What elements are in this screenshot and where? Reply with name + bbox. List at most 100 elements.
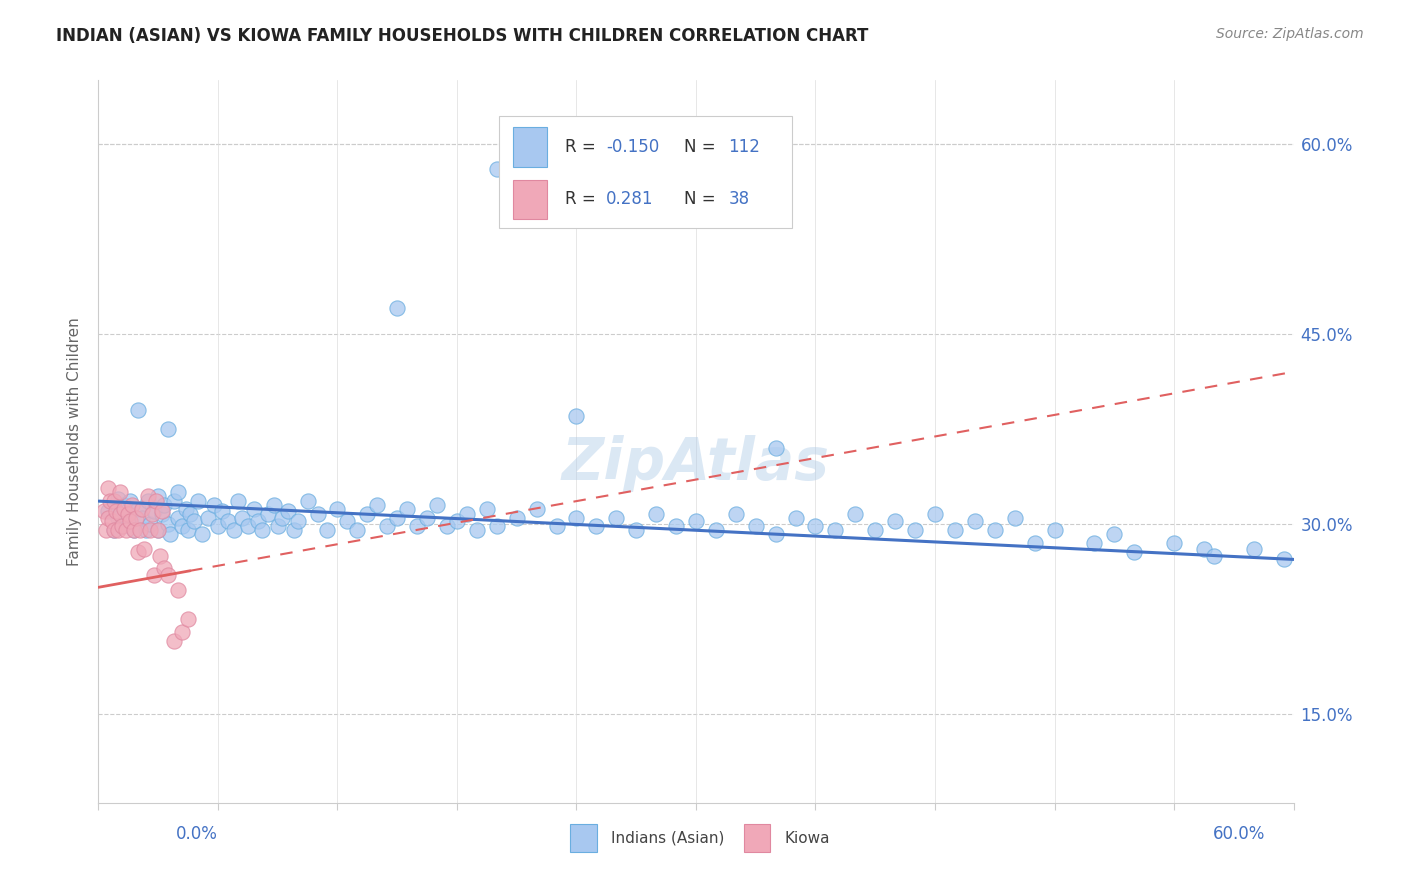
Point: [465, 523, 488, 537]
Point: [153, 561, 176, 575]
Text: ZipAtlas: ZipAtlas: [562, 434, 830, 491]
Text: Source: ZipAtlas.com: Source: ZipAtlas.com: [1216, 27, 1364, 41]
Point: [406, 519, 429, 533]
Point: [1202, 549, 1225, 563]
Point: [924, 507, 946, 521]
Point: [163, 633, 186, 648]
Point: [844, 507, 866, 521]
Point: [217, 515, 239, 529]
Point: [101, 515, 124, 529]
Point: [103, 523, 125, 537]
Point: [177, 523, 200, 537]
Text: 0.281: 0.281: [606, 190, 654, 208]
Point: [136, 489, 159, 503]
Point: [426, 498, 449, 512]
Point: [131, 510, 153, 524]
Point: [107, 491, 129, 506]
Point: [157, 567, 180, 582]
Point: [167, 510, 190, 524]
Point: [148, 523, 170, 537]
Point: [127, 402, 149, 417]
Point: [565, 409, 588, 424]
Point: [375, 519, 398, 533]
Point: [326, 501, 349, 516]
Point: [804, 519, 827, 533]
Point: [1163, 536, 1185, 550]
Point: [307, 507, 329, 521]
Point: [585, 519, 607, 533]
Y-axis label: Family Households with Children: Family Households with Children: [67, 318, 83, 566]
Point: [129, 523, 152, 537]
Point: [246, 515, 269, 529]
Point: [645, 507, 668, 521]
Point: [124, 523, 146, 537]
Point: [127, 545, 149, 559]
Bar: [744, 824, 770, 852]
Point: [110, 485, 132, 500]
Point: [385, 301, 409, 316]
Point: [143, 567, 166, 582]
Point: [1004, 510, 1026, 524]
Point: [127, 501, 149, 516]
Point: [107, 510, 129, 524]
Point: [167, 582, 190, 597]
Point: [765, 441, 787, 455]
Text: Indians (Asian): Indians (Asian): [612, 830, 724, 846]
Point: [904, 523, 927, 537]
Point: [97, 504, 120, 518]
Point: [124, 523, 146, 537]
Point: [943, 523, 966, 537]
Point: [121, 498, 143, 512]
Point: [172, 624, 194, 639]
Point: [565, 510, 588, 524]
Point: [145, 494, 167, 508]
Text: 38: 38: [728, 190, 749, 208]
Point: [148, 523, 170, 537]
Text: R =: R =: [565, 137, 600, 155]
Point: [626, 523, 648, 537]
Point: [105, 504, 128, 518]
Point: [174, 501, 197, 516]
Point: [107, 523, 129, 537]
Point: [385, 510, 409, 524]
Point: [316, 523, 339, 537]
Point: [226, 494, 249, 508]
Text: -0.150: -0.150: [606, 137, 659, 155]
Point: [283, 523, 305, 537]
Point: [506, 510, 529, 524]
Point: [179, 507, 201, 521]
Point: [1104, 527, 1126, 541]
Point: [287, 515, 309, 529]
Text: INDIAN (ASIAN) VS KIOWA FAMILY HOUSEHOLDS WITH CHILDREN CORRELATION CHART: INDIAN (ASIAN) VS KIOWA FAMILY HOUSEHOLD…: [56, 27, 869, 45]
Point: [546, 519, 568, 533]
Point: [436, 519, 458, 533]
Point: [605, 510, 627, 524]
Point: [243, 501, 266, 516]
Bar: [513, 179, 547, 219]
Point: [704, 523, 727, 537]
Point: [526, 501, 548, 516]
Point: [270, 510, 292, 524]
Point: [396, 501, 419, 516]
Point: [139, 516, 162, 531]
Point: [157, 516, 180, 531]
Point: [231, 510, 253, 524]
Point: [485, 161, 508, 176]
Point: [1024, 536, 1046, 550]
Point: [112, 501, 135, 516]
Point: [197, 510, 219, 524]
Point: [765, 527, 787, 541]
Point: [115, 523, 138, 537]
Point: [267, 519, 290, 533]
Text: R =: R =: [565, 190, 600, 208]
Point: [446, 515, 468, 529]
Text: 0.0%: 0.0%: [176, 825, 218, 843]
Point: [177, 612, 200, 626]
Point: [143, 504, 166, 518]
Point: [96, 523, 118, 537]
Point: [150, 507, 173, 521]
Point: [745, 519, 768, 533]
Text: N =: N =: [685, 137, 721, 155]
Point: [485, 519, 508, 533]
Point: [984, 523, 1007, 537]
